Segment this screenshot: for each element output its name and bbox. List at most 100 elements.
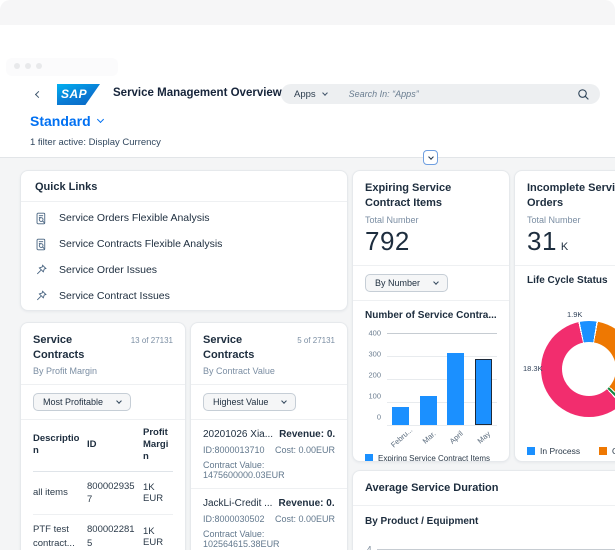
divider [21,383,185,385]
variant-name: Standard [30,113,91,129]
most-profitable-dropdown[interactable]: Most Profitable [33,392,132,411]
card-title: Expiring Service Contract Items [365,182,452,209]
average-service-duration-card: Average Service Duration By Product / Eq… [352,470,615,550]
y-axis-labels: 400 300 200 100 0 [368,327,381,422]
card-title: Incomplete Service Orders [527,182,615,209]
bar-chart-legend: Expiring Service Contract Items [353,452,509,462]
list-item[interactable]: JackLi-Credit ...Revenue: 0.00EUR ID:800… [191,489,347,550]
card-count: 13 of 27131 [130,336,173,345]
quick-link-label: Service Order Issues [59,264,158,276]
donut-legend: In Process Open Recieved Released [515,440,615,461]
quick-link-contracts-flexible-analysis[interactable]: Service Contracts Flexible Analysis [35,231,333,257]
divider [353,504,615,506]
collapse-header-button[interactable] [423,150,438,165]
chevron-down-icon [116,397,122,404]
chevron-down-icon [427,153,434,160]
pin-icon [36,263,47,274]
variant-selector[interactable]: Standard [30,113,104,129]
browser-window-dots [14,63,42,69]
gridline [377,548,615,550]
chevron-down-icon [96,115,104,124]
quick-link-label: Service Contracts Flexible Analysis [59,238,223,250]
divider [515,264,615,266]
search-scope-label: Apps [294,88,316,100]
table-header: Description ID Profit Margin [33,420,173,472]
bar-february[interactable] [392,407,410,425]
back-button[interactable] [30,86,46,102]
quick-link-orders-flexible-analysis[interactable]: Service Orders Flexible Analysis [35,205,333,231]
card-subtitle: By Contract Value [203,365,275,376]
bar-chart-plot: 400 300 200 100 0 [368,329,497,426]
card-title: Service Contracts [203,334,255,361]
bar-may[interactable] [474,359,492,425]
shell-header: SAP Service Management Overview Apps Sea… [0,79,615,109]
chevron-down-icon [433,278,439,285]
legend-swatch [365,454,373,461]
bar-march[interactable] [419,395,437,425]
chart-title: Number of Service Contra... [365,309,497,321]
donut-value-label: 1.9K [567,309,583,319]
y-axis-tick: 4 [367,544,372,550]
card-title: Service Contracts [33,334,85,361]
quick-link-contract-issues[interactable]: Service Contract Issues [35,283,333,309]
app-title-menu[interactable]: Service Management Overview [113,87,293,99]
browser-tab [6,58,118,76]
search-bar[interactable]: Apps Search In: “Apps” [281,84,600,104]
chevron-down-icon [281,397,288,404]
duration-chart-axis: 4 [367,545,615,550]
flexible-analysis-icon [36,238,46,250]
card-subtitle: By Profit Margin [33,365,98,376]
quick-links-card: Quick Links Service Orders Flexible Anal… [20,170,348,311]
dropdown-value: By Number [375,277,421,288]
service-contracts-value-card: Service Contracts 5 of 27131 By Contract… [190,322,348,550]
search-scope-select[interactable]: Apps [294,88,328,100]
card-subtitle: By Product / Equipment [365,515,479,527]
divider [353,299,509,301]
card-title: Average Service Duration [365,482,499,494]
pin-icon [36,289,47,300]
app-title: Service Management Overview [113,87,282,99]
divider [191,418,347,420]
list-item[interactable]: 20201026 Xia...Revenue: 0.00EUR ID:80000… [191,420,347,489]
back-chevron-icon [34,90,42,98]
expiring-contract-items-card: Expiring Service Contract Items Total Nu… [352,170,510,462]
legend-item-in-process: In Process [527,446,591,456]
card-count: 5 of 27131 [297,336,335,345]
incomplete-service-orders-card: Incomplete Service Orders Total Number 3… [514,170,615,462]
flexible-analysis-icon [36,212,46,224]
bar-april[interactable] [447,353,465,425]
browser-chrome-bar [0,0,615,76]
search-input[interactable]: Search In: “Apps” [348,89,419,99]
divider [21,201,347,202]
x-axis-labels: Febru... Mar. April May [388,425,493,450]
divider [191,383,347,385]
legend-item-open: Open [599,446,615,456]
quick-link-order-issues[interactable]: Service Order Issues [35,257,333,283]
service-contracts-profit-card: Service Contracts 13 of 27131 By Profit … [20,322,186,550]
quick-link-label: Service Orders Flexible Analysis [59,212,210,224]
divider [353,264,509,266]
header-divider [0,157,615,158]
table-row[interactable]: all items 8000029357 1K EUR [33,472,173,516]
by-number-dropdown[interactable]: By Number [365,273,449,292]
life-cycle-status-donut[interactable] [541,320,615,417]
divider [21,418,185,420]
section-title: Life Cycle Status [527,274,608,286]
table-row[interactable]: PTF test contract... 8000022815 1K EUR [33,515,173,550]
quick-link-label: Service Contract Issues [59,290,170,302]
donut-chart: 1.9K 18.3K [515,309,615,440]
kpi-value: 31 K [527,225,569,256]
chevron-down-icon [321,90,328,96]
kpi-label: Total Number [527,214,581,225]
kpi-value: 792 [365,225,410,256]
legend-label: Expiring Service Contract Items [378,453,491,462]
sap-logo[interactable]: SAP [57,84,100,105]
active-filters-text: 1 filter active: Display Currency [30,137,161,148]
search-icon[interactable] [577,88,590,101]
donut-value-label: 18.3K [523,363,543,373]
dropdown-value: Most Profitable [43,396,104,407]
dropdown-value: Highest Value [213,396,269,407]
kpi-label: Total Number [365,214,419,225]
highest-value-dropdown[interactable]: Highest Value [203,392,297,411]
